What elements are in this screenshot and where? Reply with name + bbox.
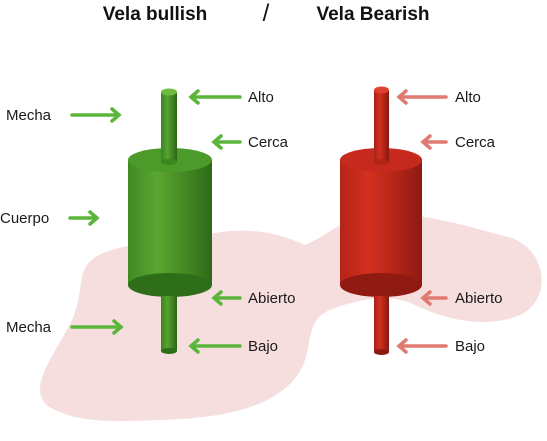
- bullish-label-low: Bajo: [248, 338, 278, 355]
- arrow-left-icon: [420, 134, 448, 150]
- bearish-upper-wick-base: [374, 145, 389, 162]
- title-separator: /: [263, 0, 270, 27]
- bullish-wick-bottom-cap: [161, 348, 177, 354]
- bearish-label-low: Bajo: [455, 338, 485, 355]
- bearish-candle: [340, 86, 422, 355]
- bearish-wick-top-cap: [374, 86, 389, 94]
- label-body: Cuerpo: [0, 210, 49, 227]
- bullish-body-bottom: [128, 273, 212, 297]
- bearish-wick-joint: [374, 159, 389, 165]
- bullish-wick-top-cap: [161, 88, 177, 96]
- arrow-left-icon: [396, 89, 448, 105]
- bullish-title: Vela bullish: [103, 4, 208, 25]
- bearish-wick-bottom-cap: [374, 349, 389, 355]
- bearish-label-high: Alto: [455, 89, 481, 106]
- bullish-wick-joint: [161, 159, 177, 165]
- arrow-left-icon: [420, 290, 448, 306]
- bullish-lower-wick: [161, 296, 177, 351]
- bullish-upper-wick: [161, 92, 177, 162]
- bearish-upper-wick: [374, 90, 389, 162]
- arrow-right-icon: [70, 319, 124, 335]
- label-wick-top: Mecha: [6, 107, 52, 124]
- bullish-label-close: Cerca: [248, 134, 289, 151]
- background-blob: [40, 212, 542, 421]
- bullish-upper-wick-base: [161, 145, 177, 162]
- bullish-candle: [128, 88, 212, 354]
- arrow-left-icon: [188, 89, 242, 105]
- arrow-left-icon: [211, 290, 242, 306]
- bearish-body-bottom: [340, 273, 422, 297]
- arrow-right-icon: [68, 210, 100, 226]
- label-wick-bottom: Mecha: [6, 319, 52, 336]
- arrow-left-icon: [211, 134, 242, 150]
- arrow-left-icon: [188, 338, 242, 354]
- bullish-label-open: Abierto: [248, 290, 296, 307]
- bullish-body: [128, 160, 212, 285]
- arrow-right-icon: [70, 107, 122, 123]
- bearish-lower-wick: [374, 296, 389, 352]
- bearish-label-close: Cerca: [455, 134, 496, 151]
- arrow-left-icon: [396, 338, 448, 354]
- bearish-title: Vela Bearish: [316, 4, 429, 25]
- bearish-body: [340, 160, 422, 285]
- bearish-label-open: Abierto: [455, 290, 503, 307]
- bullish-label-high: Alto: [248, 89, 274, 106]
